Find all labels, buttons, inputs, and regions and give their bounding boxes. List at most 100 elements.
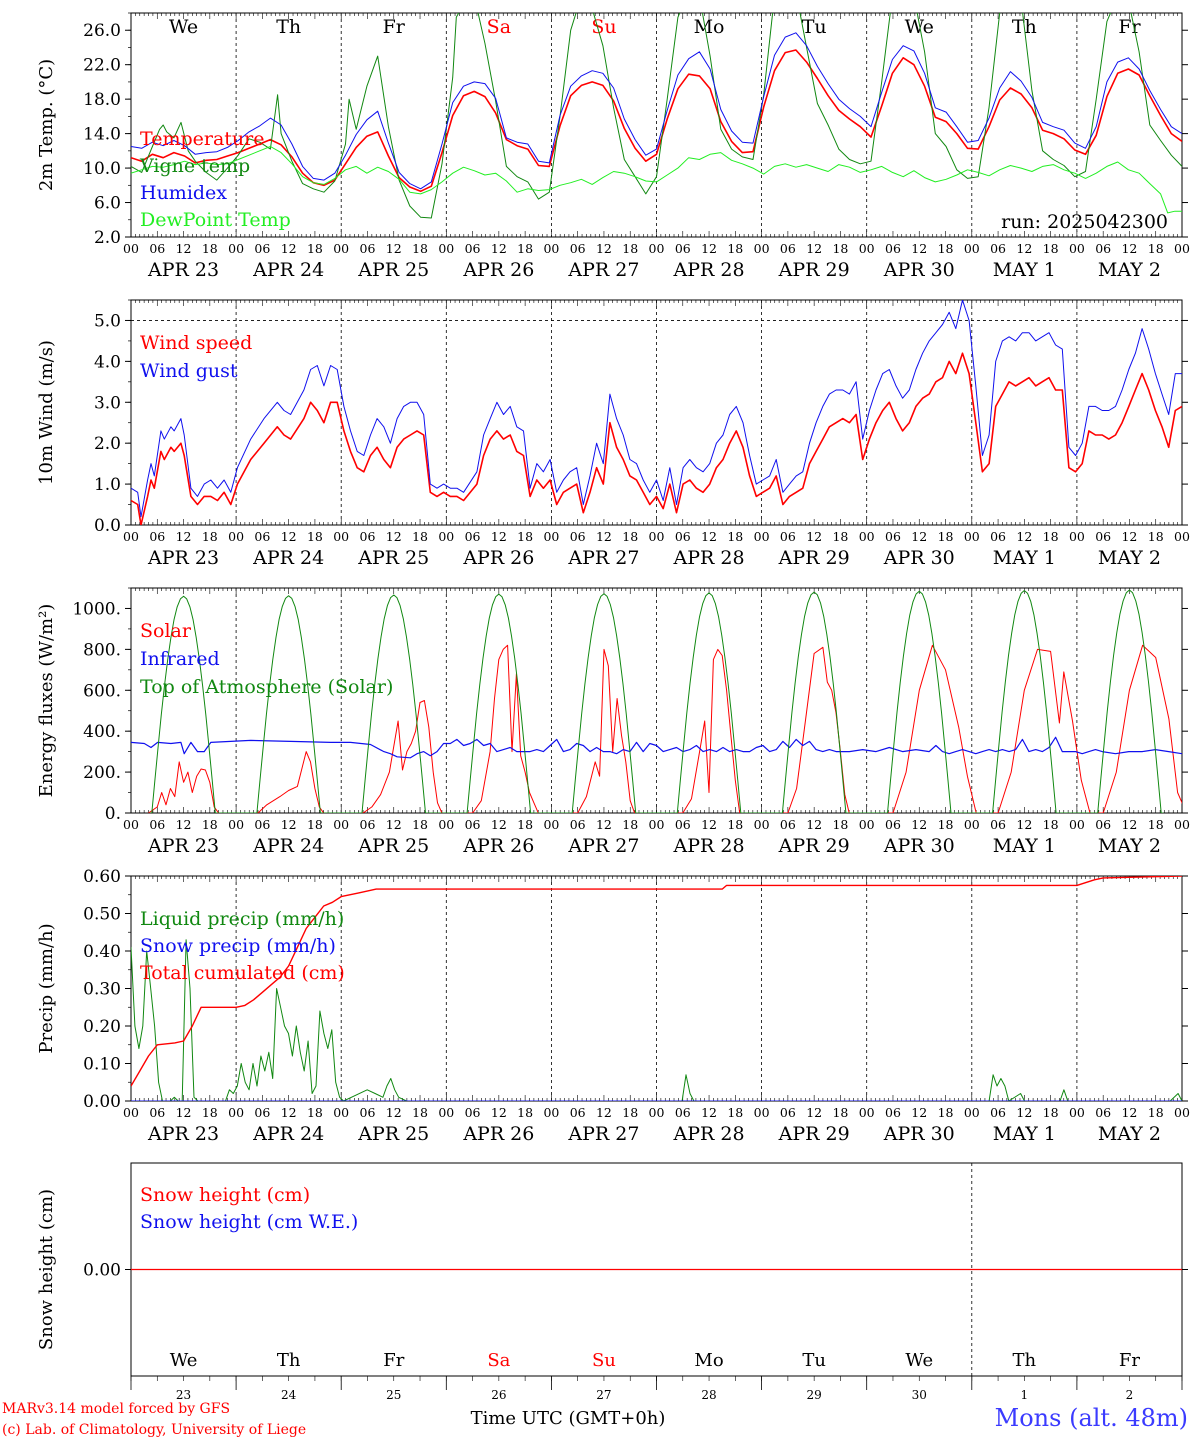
hour-tick-label: 12 (1016, 529, 1032, 544)
legend-entry: Vigne temp (139, 155, 250, 177)
chart-panel-3: 00 06 12 18 00 06 12 18 00 06 12 18 00 06 12 18 00 06 12 18… (36, 587, 1190, 857)
weekday-label: Mo (694, 1350, 723, 1371)
time-axis-label: Time UTC (GMT+0h) (471, 1408, 666, 1429)
hour-tick-label: 06 (780, 529, 796, 544)
hour-tick-label: 18 (1043, 817, 1059, 832)
series-line-dewpoint-temp (131, 146, 1182, 214)
hour-tick-label: 06 (1095, 1105, 1111, 1120)
y-tick-label: 1000. (72, 599, 121, 619)
weekday-label: Tu (802, 1350, 826, 1371)
hour-tick-label: 18 (307, 241, 323, 256)
date-label: MAY 1 (993, 259, 1056, 281)
hour-tick-label: 06 (149, 1105, 165, 1120)
y-tick-label: 400. (83, 722, 121, 742)
hour-tick-label: 00 (1069, 529, 1085, 544)
hour-tick-label: 12 (806, 1105, 822, 1120)
y-axis-label: Snow height (cm) (36, 1189, 57, 1350)
hour-tick-label: 00 (754, 817, 770, 832)
hour-tick-label: 00 (649, 529, 665, 544)
legend-entry: Snow height (cm) (140, 1184, 310, 1206)
date-label: MAY 1 (993, 1123, 1056, 1145)
hour-tick-label: 18 (517, 817, 533, 832)
hour-tick-label: 18 (727, 241, 743, 256)
hour-tick-label: 06 (885, 529, 901, 544)
day-number-label: 29 (807, 1388, 822, 1402)
y-tick-label: 10.0 (83, 159, 121, 179)
legend-entry: Infrared (140, 648, 220, 670)
day-number-label: 2 (1126, 1388, 1134, 1402)
hour-tick-label: 12 (911, 817, 927, 832)
hour-tick-label: 00 (754, 1105, 770, 1120)
plot-area (131, 13, 1182, 219)
hour-tick-label: 12 (596, 529, 612, 544)
hour-tick-label: 00 (859, 817, 875, 832)
weekday-label: We (905, 1350, 933, 1371)
date-label: APR 27 (567, 547, 639, 569)
plot-area (131, 589, 1182, 813)
panels: 00 06 12 18 00 06 12 18 00 06 12 18 00 06 12 18 00 06 12 18… (36, 12, 1190, 1402)
hour-tick-label: 18 (412, 529, 428, 544)
hour-tick-label: 18 (832, 1105, 848, 1120)
hour-tick-label: 00 (964, 241, 980, 256)
date-label: APR 24 (252, 259, 324, 281)
y-tick-label: 0.0 (94, 516, 121, 536)
date-label: APR 26 (462, 259, 534, 281)
hour-tick-label: 12 (806, 529, 822, 544)
y-tick-label: 0.20 (83, 1017, 121, 1037)
date-label: APR 30 (883, 259, 955, 281)
hour-tick-label: 18 (1043, 1105, 1059, 1120)
hour-tick-label: 18 (517, 241, 533, 256)
hour-tick-label: 18 (727, 1105, 743, 1120)
date-label: APR 30 (883, 835, 955, 857)
footer-lab-credit: (c) Lab. of Climatology, University of L… (2, 1422, 306, 1438)
y-tick-label: 0.40 (83, 942, 121, 962)
legend-entry: Humidex (140, 182, 227, 204)
date-label: APR 29 (778, 835, 850, 857)
series-line-total-cumulated-cm (131, 876, 1182, 1087)
hour-tick-label: 18 (202, 241, 218, 256)
weekday-label: Th (276, 16, 301, 38)
hour-tick-label: 12 (806, 241, 822, 256)
hour-tick-label: 18 (938, 241, 954, 256)
hour-tick-label: 00 (228, 817, 244, 832)
hour-tick-label: 06 (990, 529, 1006, 544)
hour-tick-label: 00 (333, 1105, 349, 1120)
hour-tick-label: 12 (491, 1105, 507, 1120)
y-axis-label: 10m Wind (m/s) (36, 340, 57, 485)
legend-entry: Solar (140, 620, 192, 642)
date-label: MAY 2 (1098, 1123, 1161, 1145)
hour-tick-label: 06 (360, 241, 376, 256)
day-number-label: 26 (491, 1388, 506, 1402)
series-line-solar (148, 644, 1182, 813)
y-tick-label: 800. (83, 640, 121, 660)
hour-tick-label: 00 (438, 241, 454, 256)
location-label: Mons (alt. 48m) (995, 1404, 1188, 1432)
weekday-label: Mo (694, 16, 725, 38)
hour-tick-label: 00 (964, 817, 980, 832)
hour-tick-label: 00 (333, 529, 349, 544)
y-axis-label: 2m Temp. (°C) (36, 59, 57, 191)
hour-tick-label: 12 (701, 241, 717, 256)
hour-tick-label: 18 (1148, 241, 1164, 256)
date-label: APR 25 (357, 259, 429, 281)
hour-tick-label: 00 (228, 241, 244, 256)
y-tick-label: 18.0 (83, 90, 121, 110)
hour-tick-label: 12 (386, 817, 402, 832)
date-label: APR 23 (147, 1123, 219, 1145)
date-label: APR 24 (252, 835, 324, 857)
legend-entry: DewPoint Temp (140, 209, 291, 231)
hour-tick-label: 06 (570, 817, 586, 832)
hour-tick-label: 18 (202, 817, 218, 832)
legend-entry: Snow height (cm W.E.) (140, 1211, 358, 1233)
hour-tick-label: 00 (543, 529, 559, 544)
hour-tick-label: 18 (517, 529, 533, 544)
hour-tick-label: 00 (1069, 817, 1085, 832)
day-number-label: 30 (912, 1388, 927, 1402)
legend-entry: Liquid precip (mm/h) (140, 908, 344, 930)
y-tick-label: 0.60 (83, 867, 121, 887)
hour-tick-label: 06 (360, 1105, 376, 1120)
hour-tick-label: 12 (491, 241, 507, 256)
hour-tick-label: 00 (754, 241, 770, 256)
date-label: APR 24 (252, 1123, 324, 1145)
